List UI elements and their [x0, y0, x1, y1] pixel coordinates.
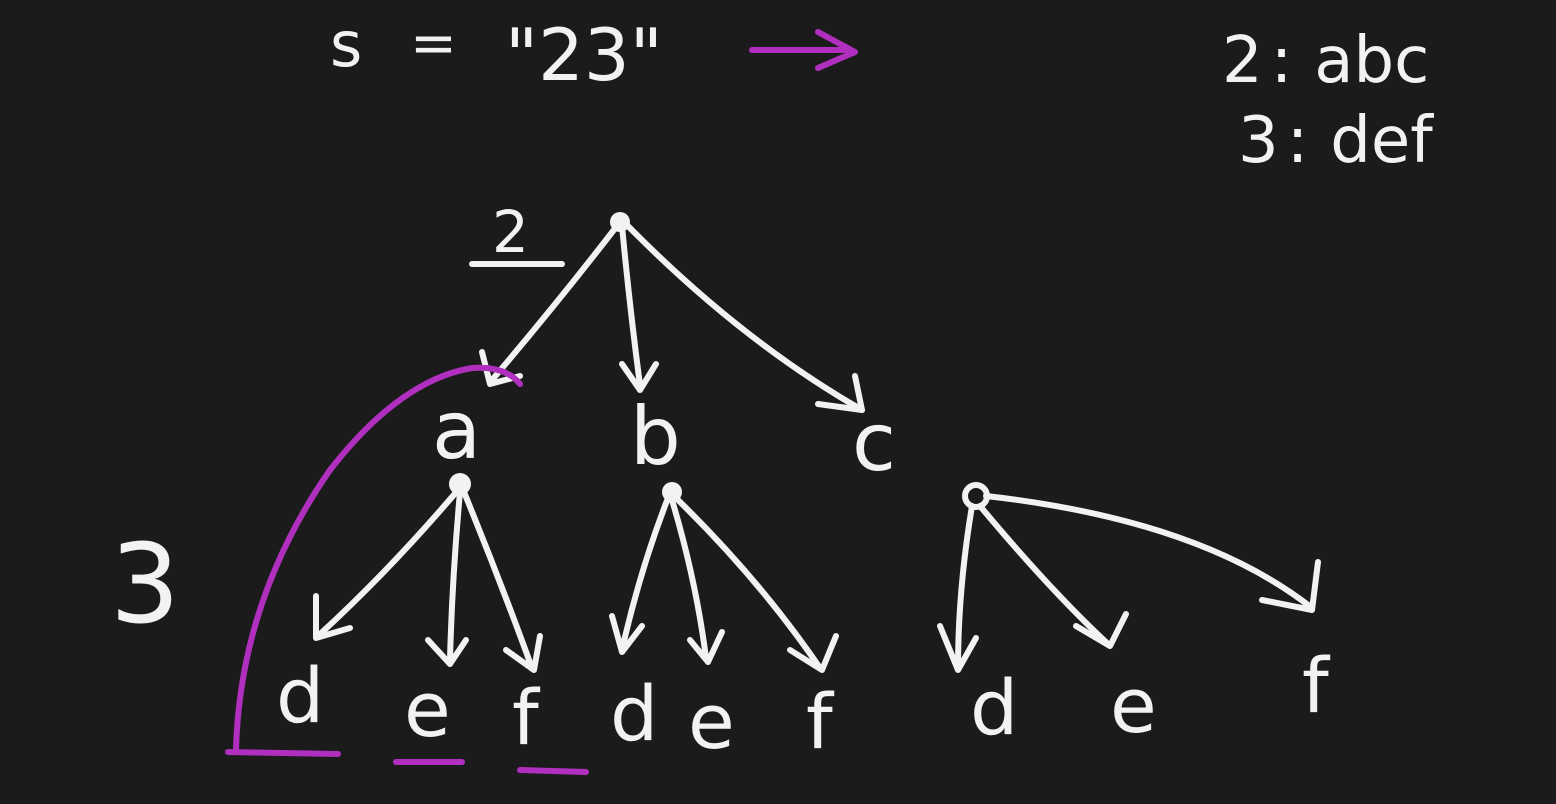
tree-node-c: c — [852, 396, 896, 489]
leaf-b-f: f — [806, 677, 835, 766]
arrow-right-icon — [749, 29, 858, 71]
leaf-b-d: d — [610, 669, 658, 758]
mapping-row-2: 2: abc — [1222, 24, 1429, 98]
edge-c-f — [983, 493, 1321, 613]
backtrack-highlight — [225, 364, 589, 775]
edge-b-d — [609, 495, 671, 655]
edge-b-e — [669, 497, 725, 665]
mapping-digit: 3 — [1238, 104, 1279, 178]
mapping-digit: 2 — [1222, 24, 1263, 98]
edge-root-b — [619, 223, 659, 393]
tree-node-b: b — [630, 390, 681, 483]
input-value: "23" — [505, 13, 663, 97]
edge-a-f — [461, 489, 543, 673]
edge-root-c — [623, 221, 865, 413]
mapping-sep: : — [1271, 24, 1293, 98]
input-var: s — [330, 8, 362, 81]
mapping-row-3: 3: def — [1238, 104, 1434, 178]
mapping-letters: def — [1330, 104, 1434, 178]
svg-text:2: 2 — [492, 198, 529, 266]
digit-mapping: 2: abc 3: def — [1222, 24, 1434, 178]
edge-a-e — [425, 489, 469, 667]
edge-b-f — [673, 495, 839, 673]
leaf-c-e: e — [1110, 661, 1157, 750]
mapping-sep: : — [1287, 104, 1309, 178]
tree-node-a: a — [432, 384, 481, 477]
level-label-second: 3 — [110, 520, 180, 648]
leaf-b-e: e — [688, 677, 735, 766]
input-equals: = — [410, 11, 457, 76]
edge-c-d — [937, 503, 979, 673]
leaf-a-d: d — [276, 651, 324, 740]
edge-c-e — [977, 503, 1129, 649]
edge-a-d — [313, 487, 461, 641]
leaf-a-e: e — [404, 665, 451, 754]
mapping-letters: abc — [1314, 24, 1429, 98]
level-label-top: 2 — [469, 198, 565, 267]
leaf-c-f: f — [1302, 641, 1331, 730]
leaf-c-d: d — [970, 663, 1018, 752]
leaf-a-f: f — [512, 673, 541, 762]
